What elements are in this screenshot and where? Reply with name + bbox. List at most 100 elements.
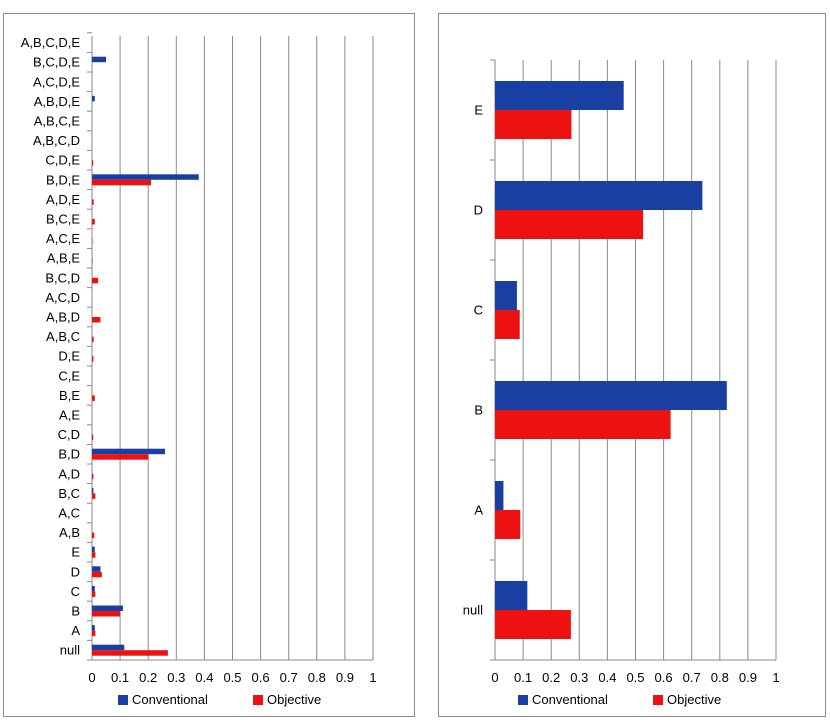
bar-objective (92, 571, 102, 578)
category-label: A,C (58, 506, 80, 521)
bar-conventional (92, 625, 95, 631)
category-label: D (71, 564, 80, 579)
category-label: A,C,E (46, 231, 80, 246)
x-tick-label: 0.1 (514, 670, 532, 685)
category-label: A,B,D (46, 310, 80, 325)
x-tick-label: 0.4 (598, 670, 616, 685)
legend-label: Objective (267, 692, 321, 707)
x-tick-label: 0.8 (711, 670, 729, 685)
legend-swatch (518, 695, 528, 705)
category-label: C,D (58, 427, 80, 442)
category-label: A,C,D (45, 290, 80, 305)
bar-objective (92, 317, 101, 323)
category-label: D (474, 203, 483, 218)
bar-objective (92, 650, 168, 656)
bar-conventional (495, 181, 703, 210)
category-label: A,D (58, 466, 80, 481)
bar-objective (92, 199, 94, 205)
bar-objective (495, 510, 521, 539)
bar-objective (92, 532, 95, 539)
x-tick-label: 1 (772, 670, 779, 685)
category-label: C (71, 584, 80, 599)
chart-panel-left (3, 13, 415, 717)
category-label: A,B,E (47, 251, 81, 266)
x-tick-label: 0.5 (626, 670, 644, 685)
category-label: A,E (59, 408, 80, 423)
legend-swatch (653, 695, 663, 705)
category-label: A,C,D,E (33, 74, 80, 89)
bar-objective (92, 277, 99, 284)
bar-objective (92, 591, 96, 597)
bar-conventional (495, 381, 727, 410)
bar-objective (92, 238, 93, 245)
category-label: E (71, 545, 80, 560)
bar-conventional (92, 448, 166, 455)
legend-label: Conventional (132, 692, 208, 707)
bar-objective (495, 610, 571, 639)
bar-conventional (495, 481, 504, 510)
bar-objective (495, 310, 520, 339)
category-label: D,E (58, 349, 80, 364)
category-label: B,C,D (45, 270, 80, 285)
x-tick-label: 0.5 (223, 670, 241, 685)
bar-objective (92, 552, 96, 558)
bar-objective (92, 473, 94, 480)
x-tick-label: 0 (88, 670, 95, 685)
x-tick-label: 0.6 (252, 670, 270, 685)
category-label: null (463, 603, 483, 618)
category-label: B,E (59, 388, 80, 403)
bar-objective (495, 110, 572, 139)
bar-conventional (495, 81, 624, 110)
bar-objective (92, 493, 96, 499)
x-tick-label: 0.1 (111, 670, 129, 685)
bar-conventional (92, 566, 101, 572)
category-label: B (71, 604, 80, 619)
category-label: C,E (58, 368, 80, 383)
bar-objective (92, 336, 94, 343)
bar-objective (92, 454, 149, 460)
bar-objective (92, 219, 95, 225)
legend-swatch (118, 695, 128, 705)
x-tick-label: 0.7 (683, 670, 701, 685)
category-label: null (60, 643, 80, 658)
x-tick-label: 0.3 (570, 670, 588, 685)
category-label: E (474, 103, 483, 118)
bar-conventional (495, 581, 528, 610)
bar-conventional (92, 605, 123, 611)
category-label: B,C (58, 486, 80, 501)
legend-label: Conventional (532, 692, 608, 707)
x-tick-label: 0.6 (655, 670, 673, 685)
x-tick-label: 0.8 (308, 670, 326, 685)
category-label: B,D (58, 447, 80, 462)
bar-objective (92, 179, 152, 186)
chart-right: 0 0.1 0.2 0.3 0.4 0.5 0.6 0.7 0.8 0.9 1 null A B C D E Co… (463, 59, 780, 707)
bar-conventional (92, 56, 107, 63)
bar-objective (92, 611, 121, 617)
x-tick-label: 0.2 (542, 670, 560, 685)
bar-conventional (92, 546, 95, 553)
bar-conventional (92, 174, 199, 180)
bar-conventional (92, 585, 95, 592)
x-tick-label: 1 (369, 670, 376, 685)
bar-objective (92, 630, 96, 637)
legend-swatch (253, 695, 263, 705)
category-label: C (474, 303, 483, 318)
bar-objective (92, 434, 94, 441)
category-label: B,C,E (46, 212, 80, 227)
category-label: A,B,C,D,E (21, 35, 81, 50)
legend-label: Objective (667, 692, 721, 707)
bar-objective (92, 160, 94, 166)
category-label: B,C,D,E (33, 55, 80, 70)
category-label: A (474, 503, 483, 518)
bar-objective (92, 356, 94, 362)
category-label: A (71, 623, 80, 638)
bar-objective (92, 395, 95, 401)
x-tick-label: 0.9 (739, 670, 757, 685)
category-label: A,B,C (46, 329, 80, 344)
category-label: A,D,E (46, 192, 80, 207)
bar-conventional (92, 95, 95, 102)
x-tick-label: 0.7 (280, 670, 298, 685)
bar-objective (92, 258, 93, 264)
